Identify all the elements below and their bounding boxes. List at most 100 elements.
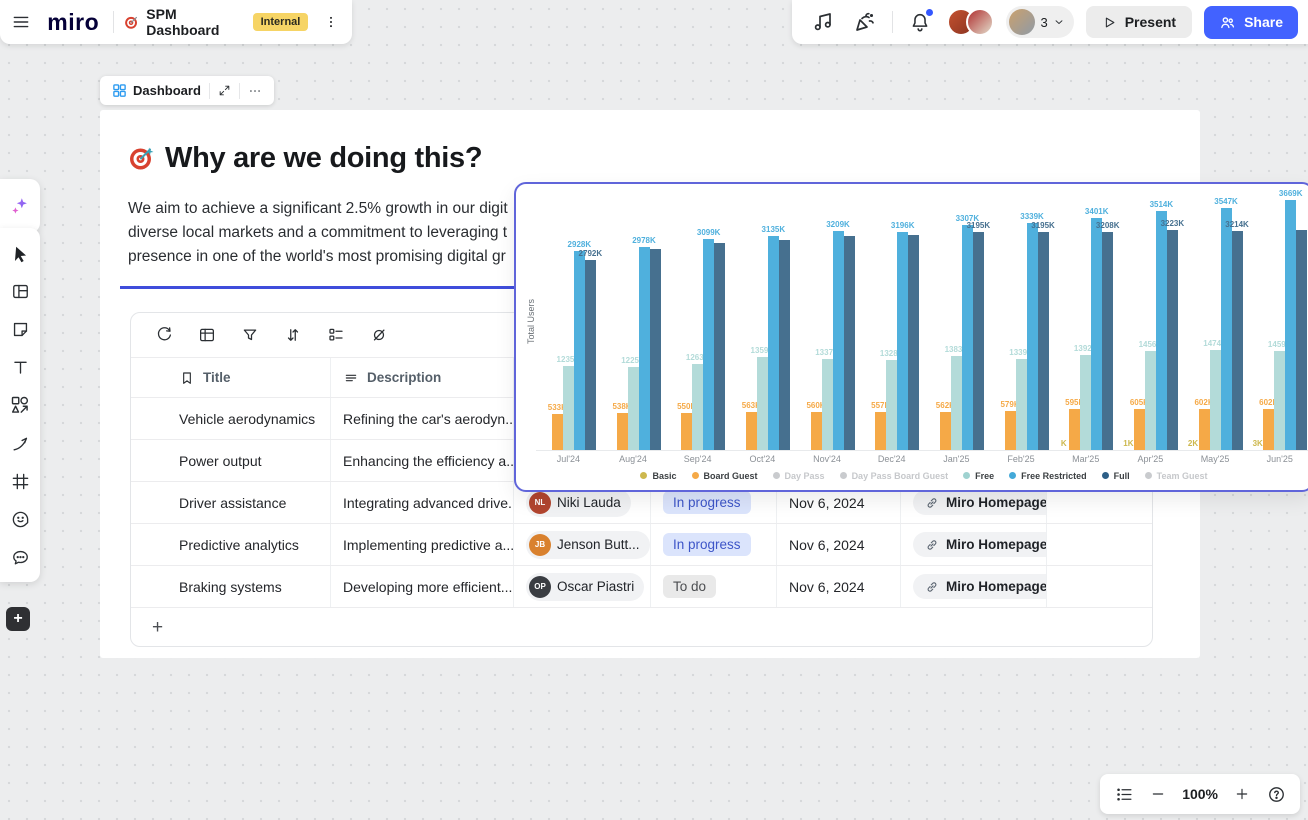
frame-tool[interactable] (3, 462, 37, 500)
status-badge[interactable]: In progress (663, 491, 751, 514)
link-pill[interactable]: Miro Homepage (913, 574, 1046, 599)
assignee-pill[interactable]: OP Oscar Piastri (526, 572, 645, 601)
sticker-tool[interactable] (3, 500, 37, 538)
sticky-note-tool[interactable] (3, 310, 37, 348)
fields-icon[interactable] (323, 322, 349, 348)
table-row[interactable]: Driver assistance Integrating advanced dr… (131, 482, 1152, 524)
frames-list-button[interactable] (1110, 780, 1138, 808)
column-header-title[interactable]: Title (131, 358, 331, 397)
templates-tool[interactable] (3, 272, 37, 310)
cell-status[interactable]: To do (651, 566, 777, 607)
miro-logo[interactable]: miro (47, 8, 100, 35)
cell-extra[interactable] (1047, 524, 1152, 565)
collaborators-dropdown[interactable]: 3 (1006, 6, 1074, 38)
present-button[interactable]: Present (1085, 6, 1193, 38)
cell-link[interactable]: Miro Homepage (901, 524, 1047, 565)
bar-value-label: 3196K (890, 221, 915, 230)
pen-tool[interactable] (3, 424, 37, 462)
cell-description[interactable]: Developing more efficient... (331, 566, 514, 607)
bar-free: 1474K (1203, 200, 1227, 450)
cell-assignee[interactable]: OP Oscar Piastri (514, 566, 651, 607)
select-tool[interactable] (3, 234, 37, 272)
zoom-out-button[interactable] (1144, 780, 1172, 808)
cell-assignee[interactable]: JB Jenson Butt... (514, 524, 651, 565)
chart-widget[interactable]: Total Users 533K 1235K 2928K 2792K 538K 1225K… (514, 182, 1308, 492)
legend-item[interactable]: Day Pass (772, 471, 825, 481)
frame-more-button[interactable] (240, 76, 270, 105)
sort-icon[interactable] (280, 322, 306, 348)
cell-description[interactable]: Implementing predictive a... (331, 524, 514, 565)
comment-tool[interactable] (3, 538, 37, 576)
zoom-in-button[interactable] (1228, 780, 1256, 808)
text-tool[interactable] (3, 348, 37, 386)
cell-extra[interactable] (1047, 566, 1152, 607)
bar-value-label: 1459K (1267, 340, 1292, 349)
cell-title[interactable]: Power output (131, 440, 331, 481)
legend-item[interactable]: Basic (640, 471, 677, 481)
cell-status[interactable]: In progress (651, 482, 777, 523)
frame-name[interactable]: Dashboard (104, 76, 209, 105)
table-row[interactable]: Braking systems Developing more efficient… (131, 566, 1152, 608)
cell-title[interactable]: Driver assistance (131, 482, 331, 523)
bar-value-label: 562K (935, 401, 955, 410)
cell-date[interactable]: Nov 6, 2024 (777, 524, 901, 565)
cell-title[interactable]: Predictive analytics (131, 524, 331, 565)
legend-item[interactable]: Free Restricted (1009, 471, 1087, 481)
frame-icon (12, 473, 28, 489)
legend-item[interactable]: Day Pass Board Guest (839, 471, 948, 481)
music-notes-icon (815, 13, 832, 31)
cell-assignee[interactable]: NL Niki Lauda (514, 482, 651, 523)
legend-item[interactable]: Full (1101, 471, 1130, 481)
bar-free: 1459K (1268, 200, 1292, 450)
status-badge[interactable]: In progress (663, 533, 751, 556)
cell-date[interactable]: Nov 6, 2024 (777, 566, 901, 607)
assignee-pill[interactable]: JB Jenson Butt... (526, 530, 650, 559)
notifications-button[interactable] (905, 7, 935, 37)
cell-title[interactable]: Vehicle aerodynamics (131, 398, 331, 439)
cell-description[interactable]: Enhancing the efficiency a... (331, 440, 514, 481)
table-layout-icon[interactable] (194, 322, 220, 348)
bar-free-restricted: 3135K (762, 200, 785, 450)
add-row-button[interactable]: + (152, 617, 164, 638)
cell-status[interactable]: In progress (651, 524, 777, 565)
filter-icon[interactable] (237, 322, 263, 348)
bar-value-label: 2K (1187, 439, 1199, 448)
board-title-group[interactable]: SPM Dashboard (124, 6, 243, 38)
cell-description[interactable]: Integrating advanced drive... (331, 482, 514, 523)
link-pill[interactable]: Miro Homepage (913, 532, 1046, 557)
help-button[interactable] (1262, 780, 1290, 808)
cell-link[interactable]: Miro Homepage (901, 566, 1047, 607)
main-menu-button[interactable] (8, 8, 33, 36)
assignee-pill[interactable]: NL Niki Lauda (526, 488, 631, 517)
refresh-icon[interactable] (151, 322, 177, 348)
link-pill[interactable]: Miro Homepage (913, 490, 1046, 515)
legend-item[interactable]: Free (963, 471, 994, 481)
legend-item[interactable]: Board Guest (691, 471, 758, 481)
hide-fields-icon[interactable] (366, 322, 392, 348)
board-options-button[interactable] (320, 8, 342, 36)
share-button[interactable]: Share (1204, 5, 1298, 39)
frame-expand-button[interactable] (210, 76, 239, 105)
column-header-description[interactable]: Description (331, 358, 514, 397)
cell-date[interactable]: Nov 6, 2024 (777, 482, 901, 523)
shapes-tool[interactable] (3, 386, 37, 424)
cell-link[interactable]: Miro Homepage (901, 482, 1047, 523)
legend-item[interactable]: Team Guest (1144, 471, 1208, 481)
zoom-level[interactable]: 100% (1182, 786, 1218, 802)
collaborator-avatar[interactable] (966, 8, 995, 36)
add-tools-button[interactable]: + (6, 607, 30, 631)
bar-value-label: 3401K (1084, 207, 1109, 216)
status-badge[interactable]: To do (663, 575, 717, 598)
cell-title[interactable]: Braking systems (131, 566, 331, 607)
table-row[interactable]: Predictive analytics Implementing predict… (131, 524, 1152, 566)
chart-legend: Basic Board Guest Day Pass Day Pass Board G… (536, 468, 1308, 485)
ai-assist-button[interactable] (3, 187, 37, 225)
legend-dot (1101, 472, 1109, 480)
cell-description[interactable]: Refining the car's aerodyn... (331, 398, 514, 439)
section-heading[interactable]: Why are we doing this? (128, 142, 1200, 175)
celebrate-button[interactable] (850, 7, 880, 37)
intro-paragraph[interactable]: We aim to achieve a significant 2.5% gro… (128, 197, 1200, 269)
jam-music-button[interactable] (808, 7, 838, 37)
bar-free: 1328K (880, 200, 903, 450)
bar-board-guest: 605K (1130, 200, 1149, 450)
